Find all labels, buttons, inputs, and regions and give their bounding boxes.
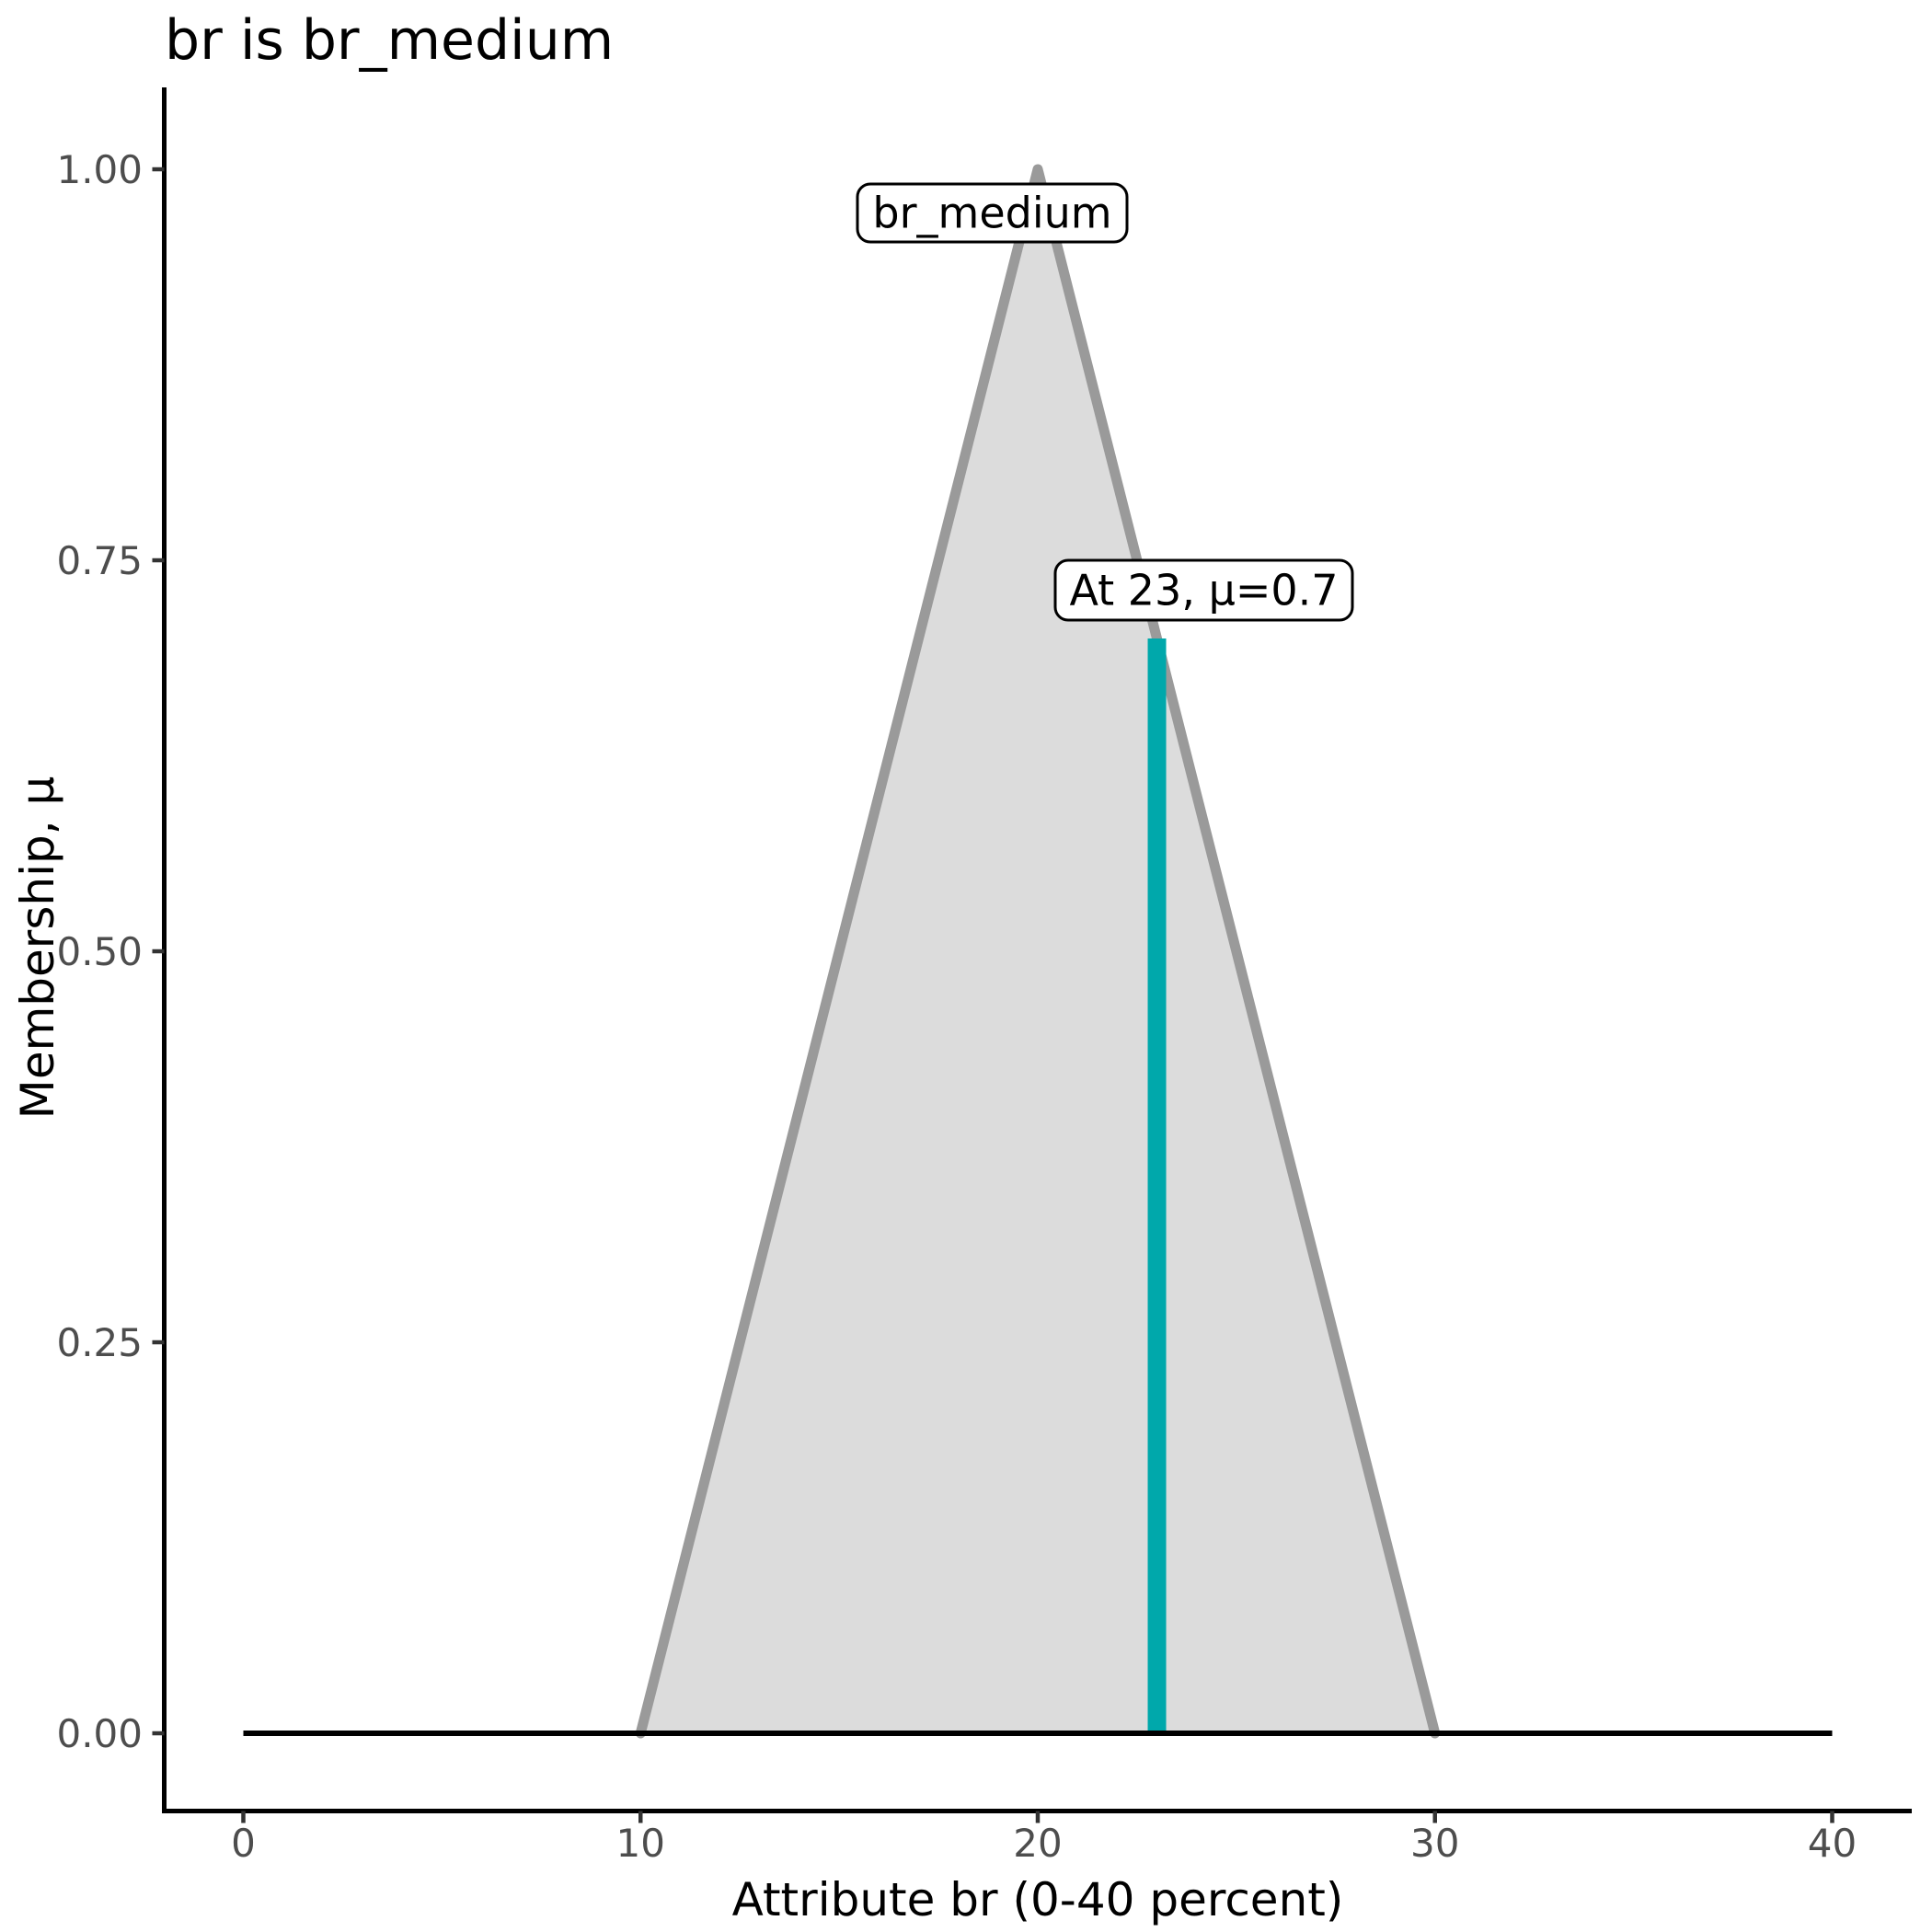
y-tick-label: 0.50 (56, 929, 143, 974)
set-label-annotation: br_medium (856, 182, 1129, 244)
x-tick-label: 0 (231, 1821, 256, 1866)
x-tick-label: 30 (1410, 1821, 1459, 1866)
y-tick-label: 0.25 (56, 1320, 143, 1365)
y-tick-label: 1.00 (56, 147, 143, 192)
crisp-label-annotation: At 23, μ=0.7 (1053, 558, 1354, 622)
membership-function-area (635, 164, 1441, 1739)
x-tick-label: 40 (1808, 1821, 1857, 1866)
set-label-box (856, 182, 1129, 244)
crisp-label-box (1053, 558, 1354, 622)
x-axis-title: Attribute br (0-40 percent) (732, 1873, 1344, 1926)
plot-title: br is br_medium (165, 8, 614, 73)
x-tick-label: 20 (1013, 1821, 1062, 1866)
y-axis-title: Membership, μ (11, 776, 64, 1120)
y-tick-label: 0.75 (56, 538, 143, 583)
y-axis-ticks: 0.00 0.25 0.50 0.75 1.00 (56, 147, 165, 1756)
y-tick-label: 0.00 (56, 1711, 143, 1756)
x-tick-label: 10 (616, 1821, 665, 1866)
x-axis-ticks: 0 10 20 30 40 (231, 1811, 1857, 1866)
crisp-label-text: At 23, μ=0.7 (1069, 566, 1338, 615)
set-label-text: br_medium (872, 189, 1111, 238)
